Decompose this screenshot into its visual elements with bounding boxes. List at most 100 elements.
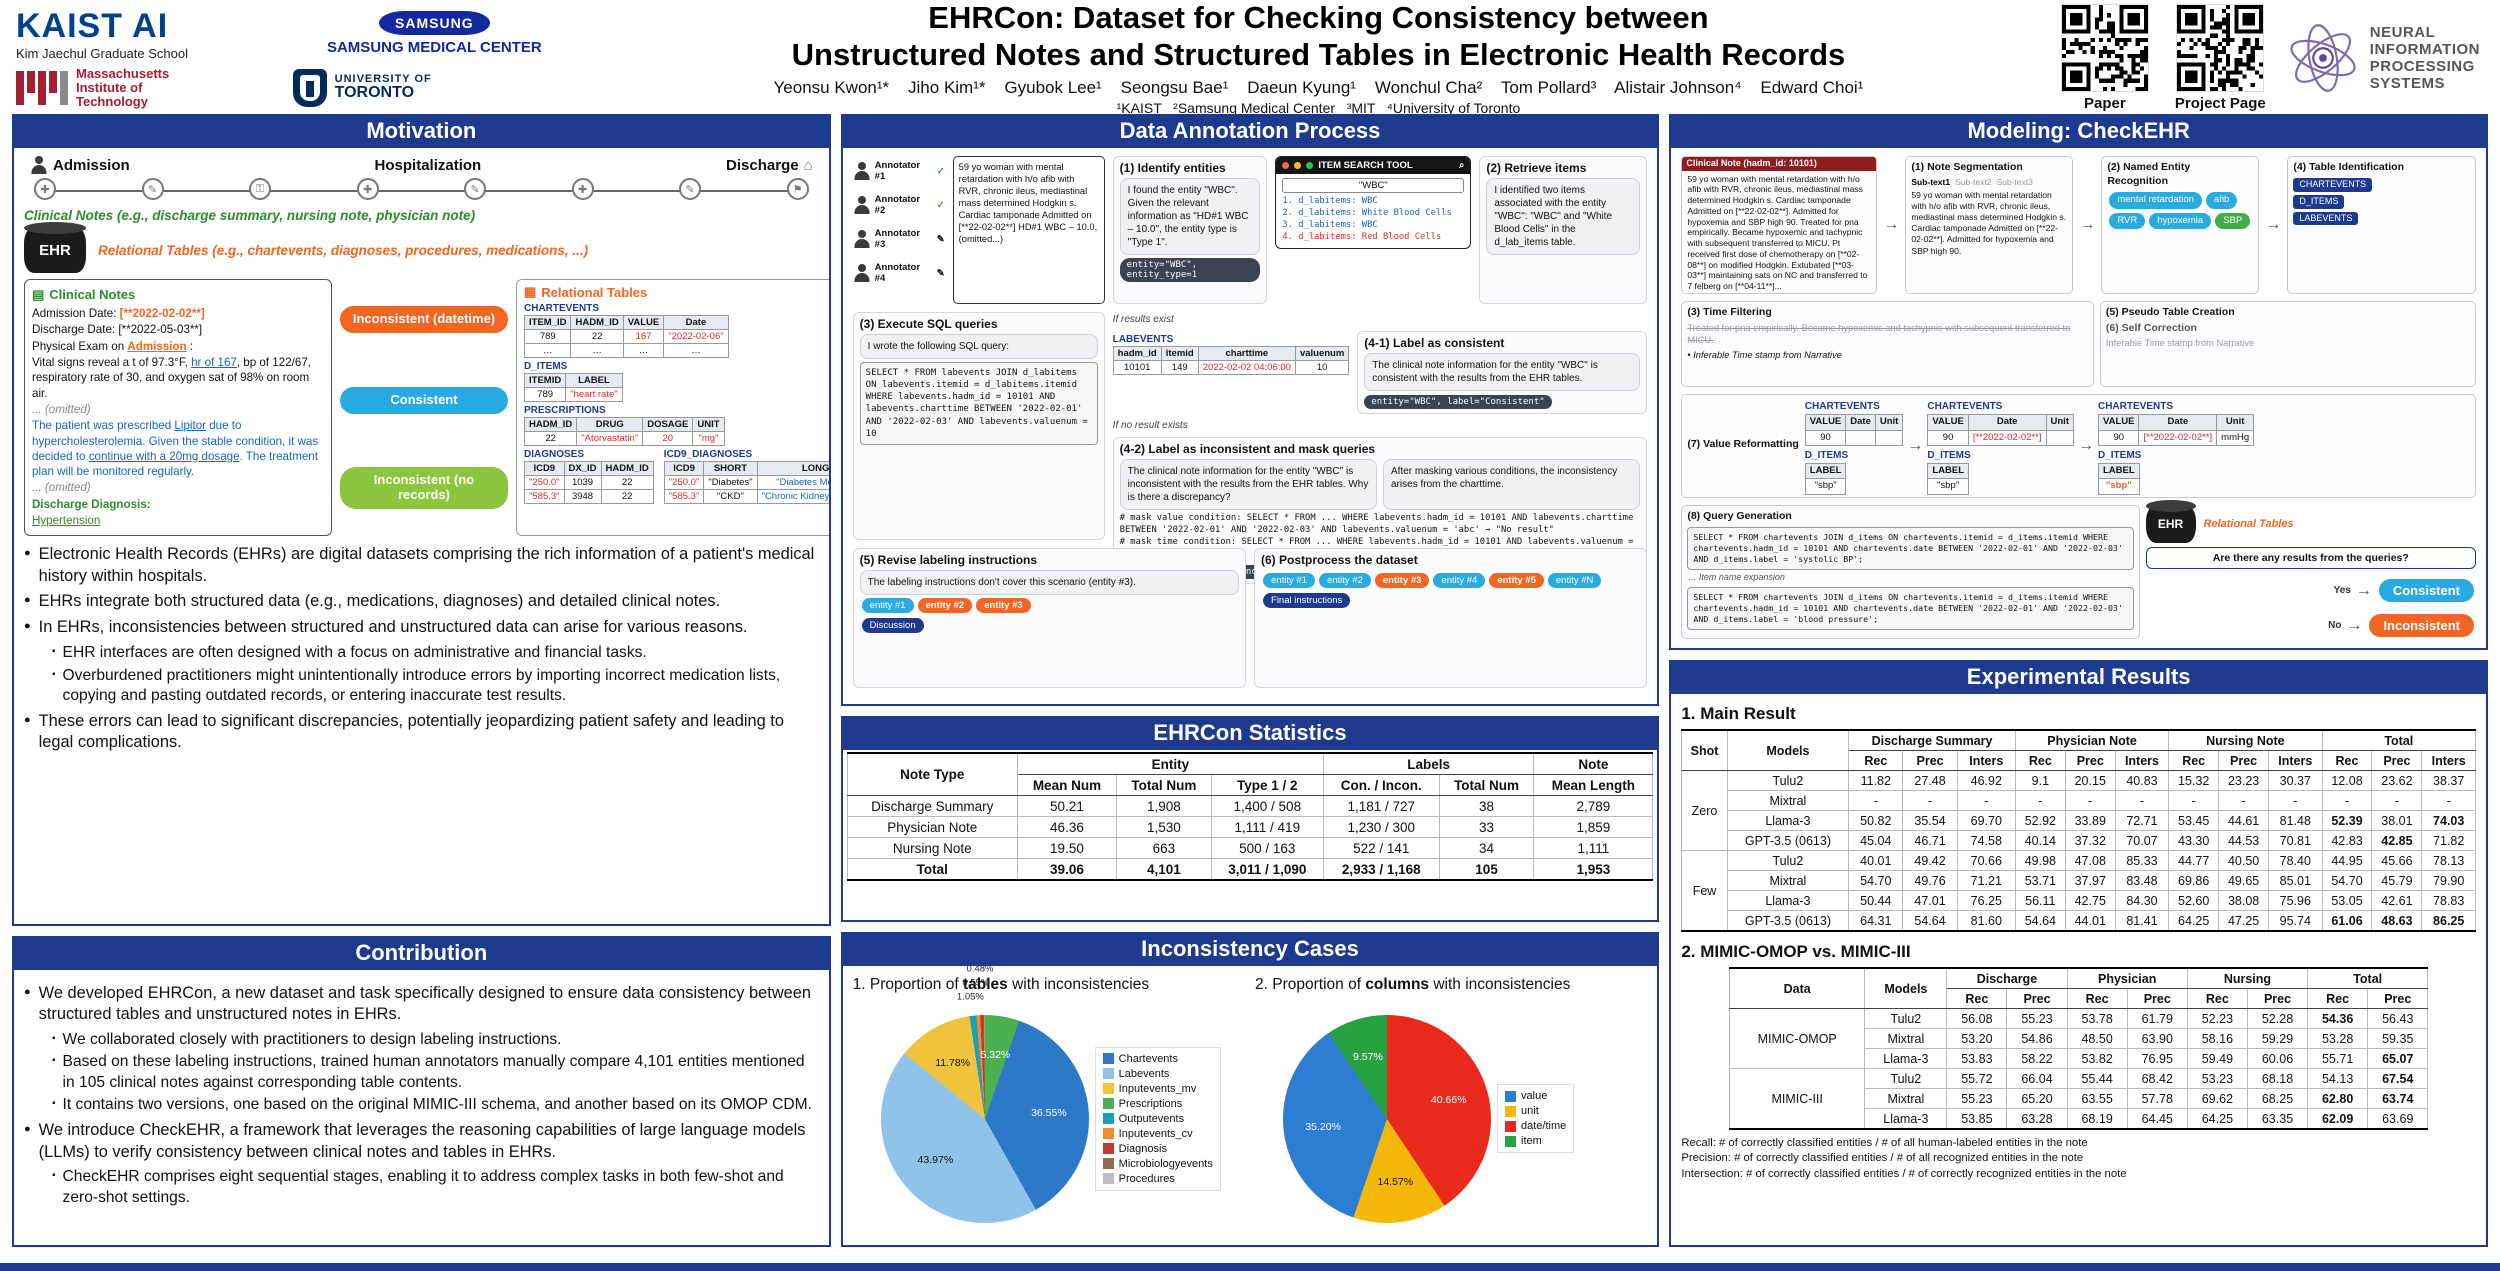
table-cell: 43.30 bbox=[2168, 830, 2220, 851]
footer-bar bbox=[0, 1263, 2500, 1271]
clinical-notes-box-title: ▤ Clinical Notes bbox=[32, 287, 136, 302]
arrow-right-icon: → bbox=[2079, 216, 2096, 233]
mini-table-name: CHARTEVENTS bbox=[524, 303, 600, 314]
label-column: Inconsistent (datetime) Consistent Incon… bbox=[340, 279, 508, 536]
columns-pie-legend: value unit date/time item bbox=[1497, 1084, 1575, 1153]
footnote-precision: Precision: # of correctly classified ent… bbox=[1681, 1152, 2084, 1165]
step5-label: (5) Revise labeling instructions bbox=[859, 553, 1038, 567]
sub-bullet-item: ▪ It contains two versions, one based on … bbox=[52, 1096, 812, 1114]
step2-label: (2) Retrieve items bbox=[1486, 161, 1587, 175]
qr-project: Project Page bbox=[2175, 4, 2266, 112]
table-cell: 59.49 bbox=[2186, 1048, 2248, 1069]
row-header: Tulu2 bbox=[1864, 1008, 1948, 1029]
table-row: 789 22 167 "2022-02-06" bbox=[523, 329, 729, 344]
mask-query-1: # mask value condition: SELECT * FROM ..… bbox=[1119, 513, 1634, 535]
mini-table: VALUE Date Unit 90 [**2022-02-02**] bbox=[1927, 414, 2074, 447]
row-header: Mixtral bbox=[1864, 1028, 1948, 1049]
reformat-pair-2: CHARTEVENTS VALUE Date Unit 90 [**2022-02-02*… bbox=[1927, 397, 2074, 495]
annotation-panel: Data Annotation Process Annotator #1 ✓ An… bbox=[840, 114, 1660, 706]
title-line2: Unstructured Notes and Structured Tables… bbox=[791, 36, 1846, 72]
table-cell: 500 / 163 bbox=[1210, 837, 1324, 859]
pie-slice-label: 0.48% bbox=[966, 966, 994, 975]
step41-box: (4-1) Label as consistent The clinical n… bbox=[1357, 331, 1648, 414]
annotator-list: Annotator #1 ✓ Annotator #2 ✓ Annotator #3… bbox=[853, 156, 945, 304]
footnote-intersection: Intersection: # of correctly classified … bbox=[1681, 1167, 2127, 1180]
entity-chip-row: entity #1 entity #2 entity #3 bbox=[860, 595, 1239, 615]
column-header: LABEL bbox=[565, 373, 623, 388]
pie-slice-label: 40.66% bbox=[1430, 1093, 1467, 1106]
table-cell: 53.82 bbox=[2066, 1048, 2128, 1069]
table-cell: - bbox=[1902, 790, 1958, 811]
table-cell: 95.74 bbox=[2268, 910, 2323, 932]
table-cell: 86.25 bbox=[2421, 910, 2477, 932]
results-panel: Experimental Results 1. Main Result Shot… bbox=[1669, 660, 2489, 1247]
table-cell: 59.35 bbox=[2367, 1028, 2429, 1049]
table-cell: 81.41 bbox=[2114, 910, 2170, 932]
table-cell: 52.92 bbox=[2014, 810, 2066, 831]
toronto-crest-icon bbox=[292, 68, 327, 107]
pie-graphic: 40.66% 14.57% 35.20% 9.57% bbox=[1283, 1014, 1492, 1223]
table-cell: 12.08 bbox=[2321, 770, 2373, 791]
table-row: "250.0""Diabetes""Diabetes Mellitus" bbox=[663, 475, 829, 490]
table-cell: 42.83 bbox=[2321, 830, 2373, 851]
table-cell: 44.53 bbox=[2218, 830, 2270, 851]
table-cell: 55.72 bbox=[1946, 1068, 2008, 1089]
note-line: Physical Exam on Admission : bbox=[32, 339, 194, 353]
table-cell: 1,230 / 300 bbox=[1322, 816, 1440, 838]
table-cell: 22 bbox=[570, 329, 624, 344]
row-header: Llama-3 bbox=[1726, 810, 1850, 831]
kaist-subtitle: Kim Jaechul Graduate School bbox=[16, 45, 188, 61]
table-cell: 49.76 bbox=[1902, 870, 1958, 891]
table-cell: 69.70 bbox=[1956, 810, 2016, 831]
search-result-item: 3. d_labitems: WBC bbox=[1282, 219, 1378, 230]
pie-slice-label: 5.32% bbox=[980, 1048, 1011, 1061]
ner-chip-row: mental retardation afib RVR hypoxemia SBP bbox=[2107, 190, 2253, 231]
sql-query-box: SELECT * FROM labevents JOIN d_labitems … bbox=[859, 362, 1098, 445]
column-header: Inters bbox=[2268, 750, 2323, 771]
time-filtering-box: (3) Time Filtering Treated for pna empir… bbox=[1681, 301, 2094, 387]
inferable-note: Inferable Time stamp from Narrative bbox=[1693, 349, 1842, 360]
reformat-pair-1: CHARTEVENTS VALUE Date Unit 90 D_ITEMS LABEL "… bbox=[1804, 397, 1904, 495]
table-row: GPT-3.5 (0613) 45.04 46.71 74.58 40.14 37.32 7… bbox=[1682, 830, 2477, 851]
table-cell: 71.82 bbox=[2421, 830, 2477, 851]
row-header: Tulu2 bbox=[1864, 1068, 1948, 1089]
query-generation-box: (8) Query Generation SELECT * FROM chart… bbox=[1681, 505, 2140, 639]
column-header: ICD9 bbox=[663, 461, 705, 476]
subtext-tab: Sub-text1 bbox=[1911, 176, 1951, 187]
table-cell: 68.42 bbox=[2126, 1068, 2188, 1089]
table-cell: 56.08 bbox=[1946, 1008, 2008, 1029]
table-cell: 52.28 bbox=[2246, 1008, 2309, 1029]
stage8-label: (8) Query Generation bbox=[1687, 510, 1792, 522]
table-cell: mmHg bbox=[2216, 429, 2255, 447]
table-cell: 53.05 bbox=[2321, 890, 2373, 911]
table-row: ………… bbox=[523, 343, 729, 358]
yes-label: Yes bbox=[2333, 585, 2351, 596]
column-header: Models bbox=[1864, 967, 1948, 1009]
table-cell: 48.63 bbox=[2371, 910, 2423, 932]
table-row: GPT-3.5 (0613) 64.31 54.64 81.60 54.64 44.01 8… bbox=[1682, 910, 2477, 932]
column-header: VALUE bbox=[1804, 414, 1847, 431]
entity-chip-grid: entity #1 entity #2 entity #3 entity #4 enti… bbox=[1261, 570, 1640, 590]
timeline-node-icon: ✎ bbox=[464, 178, 487, 200]
relational-tables-box-title: ▦ Relational Tables bbox=[524, 284, 648, 300]
table-cell: 61.79 bbox=[2126, 1008, 2188, 1029]
qr-project-code bbox=[2176, 4, 2265, 92]
decision-area: EHR Relational Tables Are there any resu… bbox=[2145, 500, 2477, 639]
table-row: "sbp" bbox=[1927, 478, 1970, 495]
column-header: Discharge Summary bbox=[1848, 729, 2016, 751]
contribution-title: Contribution bbox=[14, 938, 829, 970]
row-header: MIMIC-III bbox=[1729, 1068, 1866, 1130]
legend-item: Outputevents bbox=[1102, 1113, 1213, 1125]
step5-bubble: The labeling instructions don't cover th… bbox=[859, 570, 1240, 595]
toronto-name-line2: TORONTO bbox=[334, 84, 415, 102]
generated-sql-2: SELECT * FROM chartevents JOIN d_items O… bbox=[1687, 586, 2134, 631]
qr-project-label: Project Page bbox=[2174, 95, 2266, 112]
table-row: Total 39.06 4,101 3,011 / 1,090 2,933 / 1,16… bbox=[846, 858, 1654, 881]
legend-swatch-icon bbox=[1505, 1135, 1517, 1147]
neurips-swirl-icon bbox=[2290, 24, 2356, 92]
mini-table: ITEMID LABEL 789 "heart rate" bbox=[523, 373, 623, 402]
row-header: Nursing Note bbox=[846, 837, 1018, 859]
table-cell: - bbox=[2218, 790, 2270, 811]
table-cell: 66.04 bbox=[2006, 1068, 2068, 1089]
statistics-table: Note Type Entity Labels Note Mean Num Total N… bbox=[846, 752, 1654, 881]
